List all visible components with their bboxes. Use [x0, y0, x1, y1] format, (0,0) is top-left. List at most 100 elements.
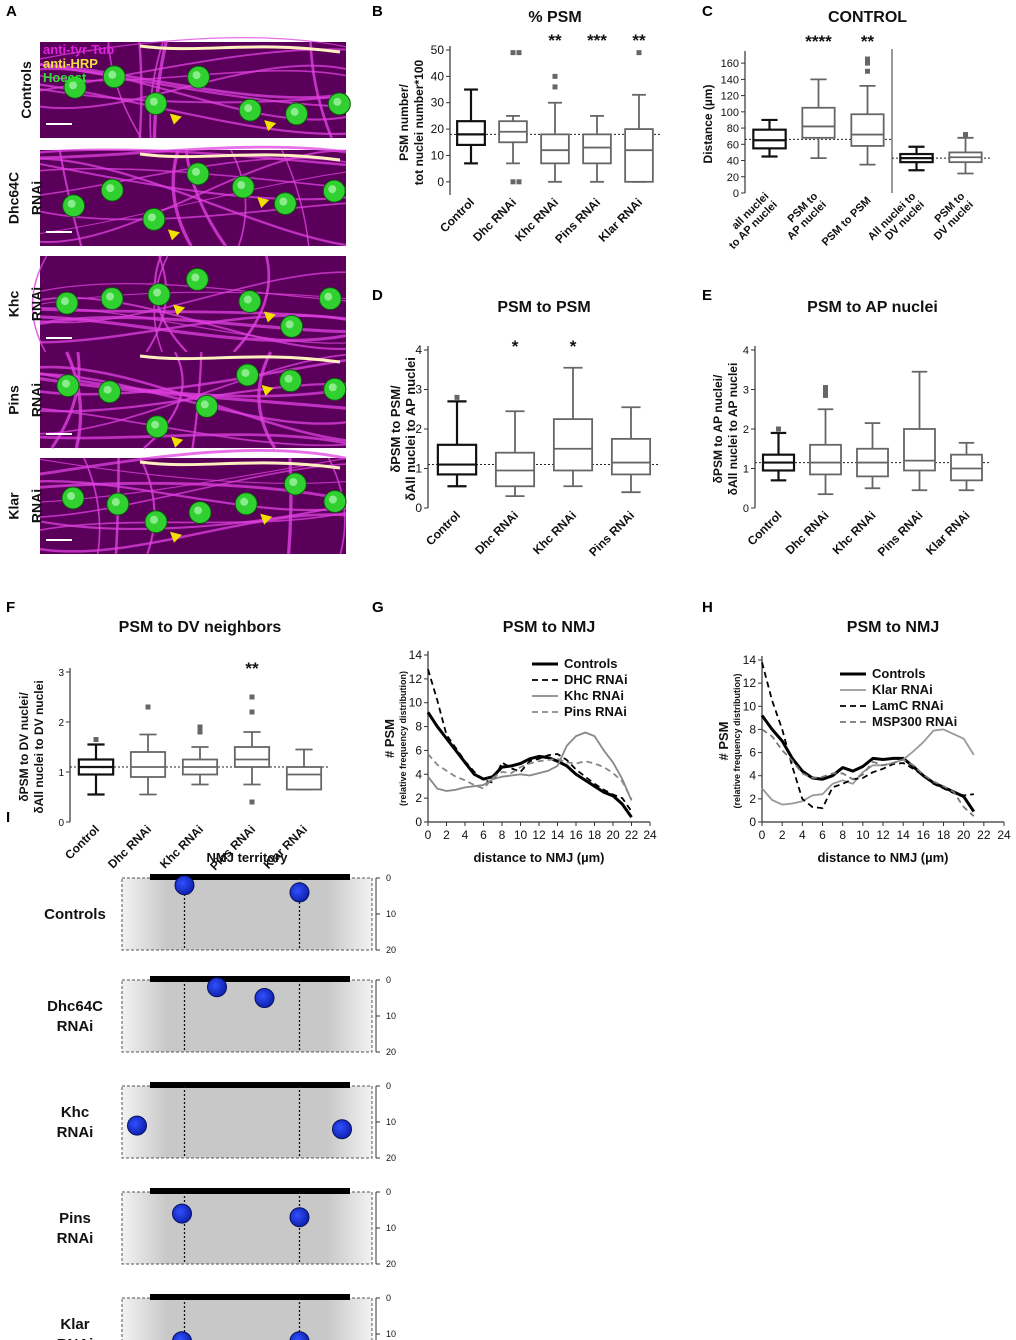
schematic-title: NMJ territory [207, 850, 289, 865]
x-tick-label: 12 [876, 828, 890, 842]
y-tick-label: 3 [58, 668, 64, 679]
nucleus-highlight [289, 477, 298, 486]
micrograph-panel: Controls Dhc64C RNAi Khc RNAi Pins RNAi Klar RNA… [6, 37, 351, 555]
box-khc-rnai: ** [540, 31, 570, 183]
muscle-segment [121, 877, 373, 951]
x-tick-label: 12 [532, 828, 546, 842]
depth-tick-label: 20 [386, 1153, 396, 1163]
legend-entry-msp300-rnai: MSP300 RNAi [872, 714, 957, 729]
x-tick-label: 4 [462, 828, 469, 842]
category-label-psm-to-psm: PSM to PSM [820, 195, 874, 249]
schematic-row-label: RNAi [57, 1018, 94, 1035]
microtubule-fiber [39, 162, 347, 201]
box-iqr [610, 437, 652, 476]
box-control [761, 426, 796, 482]
legend-entry-khc-rnai: Khc RNAi [564, 688, 624, 703]
nucleus-highlight [284, 374, 293, 383]
box-iqr [233, 746, 271, 768]
outlier-point [145, 704, 151, 710]
microtubule-fiber [309, 41, 333, 139]
micrograph-dhc64c-rnai: Dhc64C RNAi [6, 145, 347, 247]
arrowhead-icon [260, 513, 273, 525]
chart-title: PSM to NMJ [847, 619, 939, 636]
category-label-pins-rnai: Pins RNAi [875, 508, 926, 559]
y-tick-label: 0 [437, 175, 444, 189]
microtubule-fiber [39, 315, 347, 342]
x-tick-label: 2 [779, 828, 786, 842]
nucleus-highlight [153, 288, 162, 297]
box-iqr [850, 113, 885, 147]
box-klar-rnai [285, 748, 323, 791]
outlier-point [552, 73, 558, 79]
nmj-territory-bar [150, 874, 350, 880]
panel-letter-d: D [372, 287, 383, 304]
significance-marker: **** [805, 32, 832, 51]
micrograph-controls: Controls [18, 37, 351, 139]
y-tick-label: 8 [415, 720, 422, 734]
microtubule-fiber [232, 255, 271, 353]
y-tick-label: 50 [431, 43, 445, 57]
schematic-row-label: RNAi [57, 1124, 94, 1141]
box-plot-percent-psm: % PSM 0 10 20 30 40 50 PSM number/tot nuclei nu… [397, 9, 660, 246]
microtubule-fiber [39, 307, 347, 320]
x-tick-label: 22 [625, 828, 639, 842]
y-tick-label: 0 [415, 815, 422, 829]
depth-tick-label: 10 [386, 1223, 396, 1233]
y-axis-label: δPSM to AP nuclei/δAll nuclei to AP nucl… [711, 363, 740, 496]
nmj-bouton-chain [139, 44, 341, 54]
panel-letter-e: E [702, 287, 712, 304]
schematic-row-label: RNAi [57, 1230, 94, 1247]
outlier-point [197, 729, 203, 735]
x-tick-label: 0 [759, 828, 766, 842]
microtubule-fiber [39, 63, 347, 108]
nucleus-highlight [324, 292, 333, 301]
box-pins-rnai: ** [233, 659, 271, 805]
box-dhc-rnai: * [494, 337, 536, 498]
outlier-point [636, 50, 642, 56]
panel-letter-c: C [702, 3, 713, 20]
series-line-msp300-rnai [761, 728, 975, 817]
microtubule-fiber [39, 407, 347, 447]
box-iqr [436, 443, 478, 476]
muscle-segment [121, 1085, 373, 1159]
stain-label-anti-tyr-tub: anti-tyr-Tub [43, 42, 114, 57]
box-klar-rnai [950, 441, 983, 492]
muscle-segment [121, 1297, 373, 1340]
y-tick-label: 6 [749, 746, 756, 760]
nucleus-highlight [290, 107, 299, 116]
category-label-line: Khc RNAi [830, 508, 879, 557]
y-axis-label-line: δAll nuclei to AP nuclei [403, 357, 418, 501]
category-label-line: Pins RNAi [207, 822, 258, 873]
panel-letter-b: B [372, 3, 383, 20]
y-tick-label: 10 [743, 699, 757, 713]
row-label-line: Dhc64C [6, 172, 22, 224]
nucleus-icon [289, 882, 310, 903]
category-label-line: Klar RNAi [596, 195, 646, 245]
microtubule-fiber [184, 149, 227, 247]
micrograph-pins-rnai: Pins RNAi [6, 351, 347, 449]
schematic-row-label: Controls [44, 906, 106, 923]
nucleus-highlight [103, 385, 112, 394]
legend-entry-controls: Controls [872, 666, 925, 681]
y-axis-label-line: # PSM [382, 719, 397, 758]
micrograph-row-label: Dhc64C RNAi [6, 172, 45, 224]
legend-entry-pins-rnai: Pins RNAi [564, 704, 627, 719]
microtubule-fiber [281, 149, 310, 247]
category-label-line: Dhc RNAi [105, 822, 154, 871]
chart-title: % PSM [528, 9, 581, 26]
y-axis-label-line: Distance (µm) [701, 85, 715, 164]
nmj-territory-bar [150, 1294, 350, 1300]
y-tick-label: 4 [415, 343, 422, 357]
chart-title: PSM to AP nuclei [807, 299, 938, 316]
y-tick-label: 10 [409, 696, 423, 710]
stain-label-hoecst: Hoecst [43, 70, 87, 85]
nucleus-highlight [191, 167, 200, 176]
arrowhead-icon [171, 436, 184, 448]
nucleus-highlight [191, 273, 200, 282]
microtubule-fiber [39, 271, 347, 324]
nucleus-highlight [241, 368, 250, 377]
microtubule-fiber [39, 202, 347, 221]
x-tick-label: 16 [569, 828, 583, 842]
